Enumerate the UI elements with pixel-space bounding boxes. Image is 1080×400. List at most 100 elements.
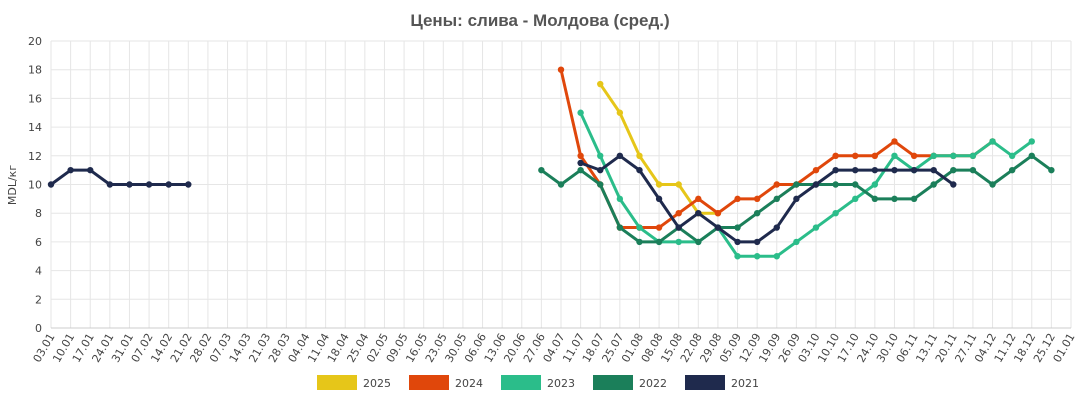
data-point: [185, 181, 192, 188]
data-point: [793, 238, 800, 246]
legend-label: 2024: [455, 377, 483, 390]
data-point: [655, 238, 663, 246]
series-2021: [47, 152, 957, 246]
data-point: [773, 224, 780, 231]
legend-item-2021[interactable]: 2021: [685, 375, 759, 390]
data-point: [557, 66, 565, 73]
data-point: [989, 181, 996, 188]
y-tick-label: 4: [35, 265, 42, 278]
data-point: [67, 166, 74, 174]
data-point: [891, 195, 898, 203]
y-tick-label: 0: [35, 322, 42, 335]
data-point: [636, 152, 643, 159]
legend-swatch: [409, 375, 449, 390]
data-point: [87, 166, 94, 174]
legend-label: 2022: [639, 377, 667, 390]
data-point: [695, 210, 702, 217]
data-point: [950, 166, 957, 174]
y-tick-label: 8: [35, 207, 42, 220]
data-point: [636, 166, 643, 174]
data-point: [597, 152, 604, 159]
data-point: [675, 210, 682, 217]
legend-label: 2023: [547, 377, 575, 390]
data-point: [852, 166, 859, 174]
data-point: [852, 152, 859, 159]
data-point: [930, 166, 937, 174]
y-axis-ticks: 0 2 4 6 8 10 12 14 16 18 20: [28, 35, 42, 335]
data-point: [950, 152, 957, 159]
data-point: [695, 195, 702, 203]
data-point: [753, 195, 761, 203]
data-point: [793, 195, 800, 203]
data-point: [616, 224, 624, 231]
data-point: [597, 80, 604, 88]
data-point: [655, 195, 663, 203]
data-point: [695, 238, 702, 246]
y-tick-label: 20: [28, 35, 42, 48]
y-tick-label: 10: [28, 179, 42, 192]
data-point: [126, 181, 133, 188]
data-point: [734, 253, 741, 260]
data-point: [1048, 166, 1055, 174]
data-point: [930, 181, 937, 188]
legend-label: 2025: [363, 377, 391, 390]
data-point: [597, 166, 604, 174]
legend-swatch: [593, 375, 633, 390]
data-point: [832, 152, 839, 159]
data-point: [577, 109, 584, 116]
legend-item-2022[interactable]: 2022: [593, 375, 667, 390]
series-2023: [577, 109, 1035, 260]
data-point: [969, 166, 977, 174]
data-point: [636, 238, 643, 246]
data-point: [1008, 166, 1016, 174]
legend-item-2025[interactable]: 2025: [317, 375, 391, 390]
data-point: [812, 166, 820, 174]
y-axis-label: MDL/кг: [6, 165, 19, 205]
data-point: [910, 152, 918, 159]
data-point: [734, 238, 741, 246]
data-point: [753, 238, 761, 246]
data-point: [597, 181, 604, 188]
y-tick-label: 16: [28, 92, 42, 105]
data-point: [812, 224, 820, 231]
data-point: [538, 166, 545, 174]
data-point: [616, 152, 624, 159]
data-point: [655, 224, 663, 231]
data-point: [714, 224, 722, 231]
data-point: [950, 181, 957, 188]
legend-item-2024[interactable]: 2024: [409, 375, 483, 390]
chart-title: Цены: слива - Молдова (сред.): [410, 11, 669, 30]
legend-swatch: [317, 375, 357, 390]
legend-swatch: [501, 375, 541, 390]
data-point: [910, 166, 918, 174]
data-point: [655, 181, 663, 188]
legend: 2025 2024 2023 2022 2021: [317, 375, 759, 390]
series-layer: [47, 66, 1055, 260]
data-point: [871, 152, 879, 159]
data-point: [557, 181, 565, 188]
grid: [50, 40, 1072, 329]
data-point: [832, 181, 839, 188]
legend-swatch: [685, 375, 725, 390]
x-axis-ticks: 03.0110.0117.0124.0131.0107.0214.0221.02…: [31, 331, 1078, 365]
data-point: [616, 109, 624, 116]
y-tick-label: 2: [35, 293, 42, 306]
legend-item-2023[interactable]: 2023: [501, 375, 575, 390]
data-point: [753, 253, 761, 260]
y-tick-label: 14: [28, 121, 42, 134]
series-line: [579, 154, 955, 244]
data-point: [773, 253, 780, 260]
data-point: [47, 181, 55, 188]
data-point: [675, 181, 682, 188]
data-point: [852, 181, 859, 188]
data-point: [675, 238, 682, 246]
data-point: [793, 181, 800, 188]
data-point: [891, 166, 898, 174]
data-point: [930, 152, 937, 159]
data-point: [714, 210, 722, 217]
data-point: [989, 138, 996, 145]
data-point: [145, 181, 153, 188]
data-point: [1028, 152, 1035, 159]
legend-label: 2021: [731, 377, 759, 390]
data-point: [675, 224, 682, 231]
